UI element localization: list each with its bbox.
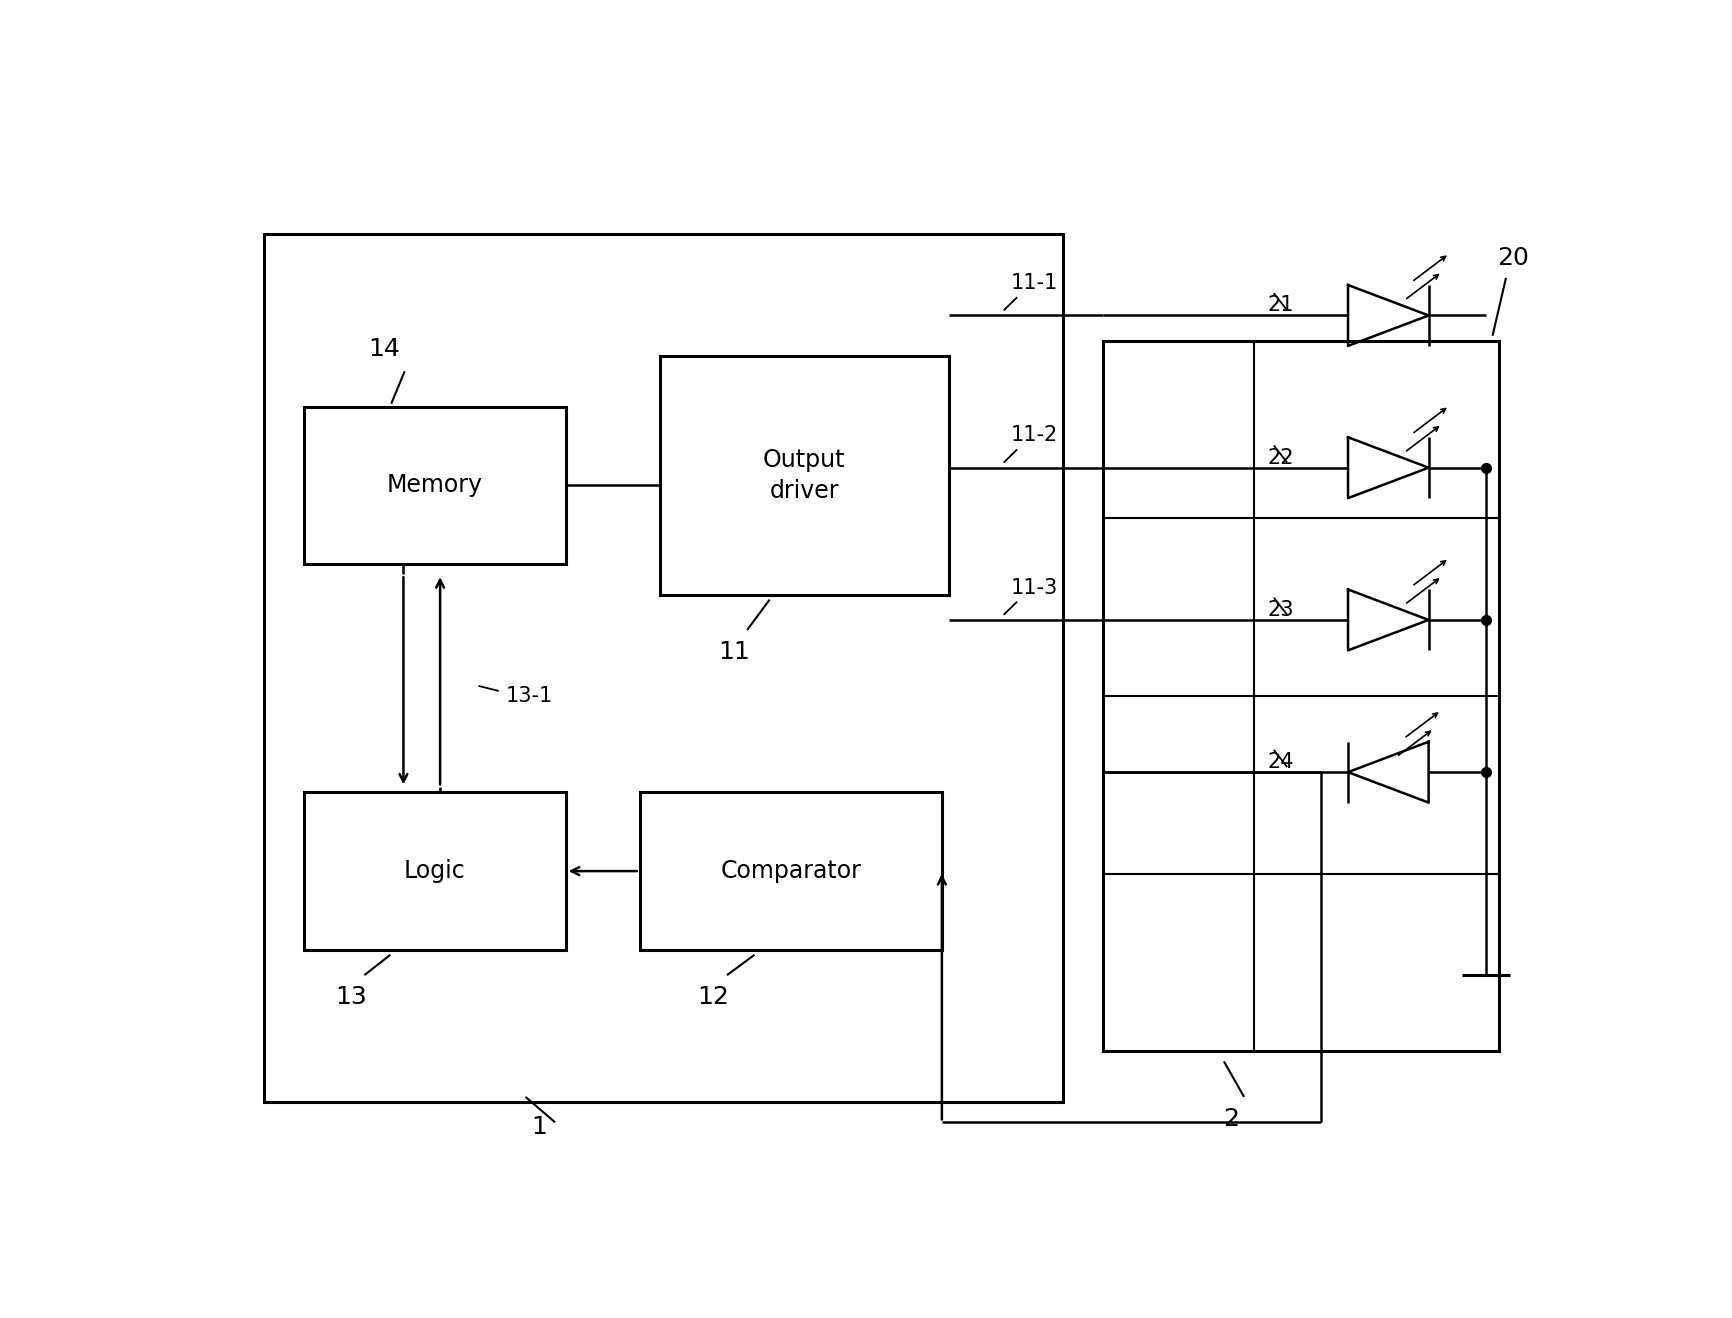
Text: Logic: Logic — [404, 859, 466, 883]
Text: 11-3: 11-3 — [1010, 577, 1057, 597]
Text: 23: 23 — [1266, 600, 1292, 619]
Text: 2: 2 — [1223, 1107, 1238, 1131]
Text: 12: 12 — [698, 986, 729, 1010]
Bar — [303, 792, 565, 950]
Text: 11-2: 11-2 — [1010, 426, 1057, 445]
Text: 1: 1 — [530, 1115, 547, 1139]
Bar — [1103, 341, 1498, 1052]
Bar — [639, 792, 942, 950]
Bar — [660, 356, 947, 594]
Text: Output
driver: Output driver — [762, 448, 845, 503]
Text: 22: 22 — [1266, 448, 1292, 468]
Text: Memory: Memory — [386, 473, 483, 497]
Bar — [263, 235, 1062, 1102]
Text: 13-1: 13-1 — [506, 687, 553, 706]
Text: 14: 14 — [369, 337, 400, 361]
Text: 21: 21 — [1266, 295, 1292, 315]
Bar — [303, 407, 565, 564]
Text: 13: 13 — [334, 986, 367, 1010]
Text: 11: 11 — [717, 641, 750, 664]
Text: Comparator: Comparator — [721, 859, 861, 883]
Text: 24: 24 — [1266, 753, 1292, 772]
Text: 20: 20 — [1496, 245, 1528, 270]
Text: 11-1: 11-1 — [1010, 273, 1057, 293]
